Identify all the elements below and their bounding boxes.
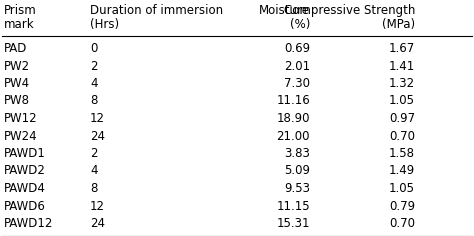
Text: 1.41: 1.41 [389, 59, 415, 72]
Text: (MPa): (MPa) [382, 18, 415, 31]
Text: Compressive Strength: Compressive Strength [283, 4, 415, 17]
Text: 1.32: 1.32 [389, 77, 415, 90]
Text: 2: 2 [90, 147, 98, 160]
Text: PAWD1: PAWD1 [4, 147, 46, 160]
Text: 12: 12 [90, 199, 105, 212]
Text: 2: 2 [90, 59, 98, 72]
Text: PW4: PW4 [4, 77, 30, 90]
Text: PAD: PAD [4, 42, 27, 55]
Text: PW12: PW12 [4, 112, 37, 125]
Text: 3.83: 3.83 [284, 147, 310, 160]
Text: mark: mark [4, 18, 35, 31]
Text: 0.79: 0.79 [389, 199, 415, 212]
Text: 0.70: 0.70 [389, 217, 415, 230]
Text: 8: 8 [90, 94, 97, 108]
Text: 1.49: 1.49 [389, 164, 415, 177]
Text: 7.30: 7.30 [284, 77, 310, 90]
Text: 11.15: 11.15 [276, 199, 310, 212]
Text: PAWD12: PAWD12 [4, 217, 54, 230]
Text: 24: 24 [90, 217, 105, 230]
Text: Moisture: Moisture [259, 4, 310, 17]
Text: 4: 4 [90, 77, 98, 90]
Text: 0.97: 0.97 [389, 112, 415, 125]
Text: 12: 12 [90, 112, 105, 125]
Text: 1.58: 1.58 [389, 147, 415, 160]
Text: 0: 0 [90, 42, 97, 55]
Text: PAWD2: PAWD2 [4, 164, 46, 177]
Text: 11.16: 11.16 [276, 94, 310, 108]
Text: PW8: PW8 [4, 94, 30, 108]
Text: 0.70: 0.70 [389, 130, 415, 143]
Text: 1.05: 1.05 [389, 182, 415, 195]
Text: 5.09: 5.09 [284, 164, 310, 177]
Text: 18.90: 18.90 [276, 112, 310, 125]
Text: 15.31: 15.31 [276, 217, 310, 230]
Text: PW24: PW24 [4, 130, 37, 143]
Text: 2.01: 2.01 [284, 59, 310, 72]
Text: PAWD6: PAWD6 [4, 199, 46, 212]
Text: 1.67: 1.67 [389, 42, 415, 55]
Text: 21.00: 21.00 [276, 130, 310, 143]
Text: PW2: PW2 [4, 59, 30, 72]
Text: 0.69: 0.69 [284, 42, 310, 55]
Text: PAWD4: PAWD4 [4, 182, 46, 195]
Text: 8: 8 [90, 182, 97, 195]
Text: 4: 4 [90, 164, 98, 177]
Text: 24: 24 [90, 130, 105, 143]
Text: Duration of immersion: Duration of immersion [90, 4, 223, 17]
Text: (Hrs): (Hrs) [90, 18, 119, 31]
Text: 1.05: 1.05 [389, 94, 415, 108]
Text: 9.53: 9.53 [284, 182, 310, 195]
Text: Prism: Prism [4, 4, 37, 17]
Text: (%): (%) [290, 18, 310, 31]
